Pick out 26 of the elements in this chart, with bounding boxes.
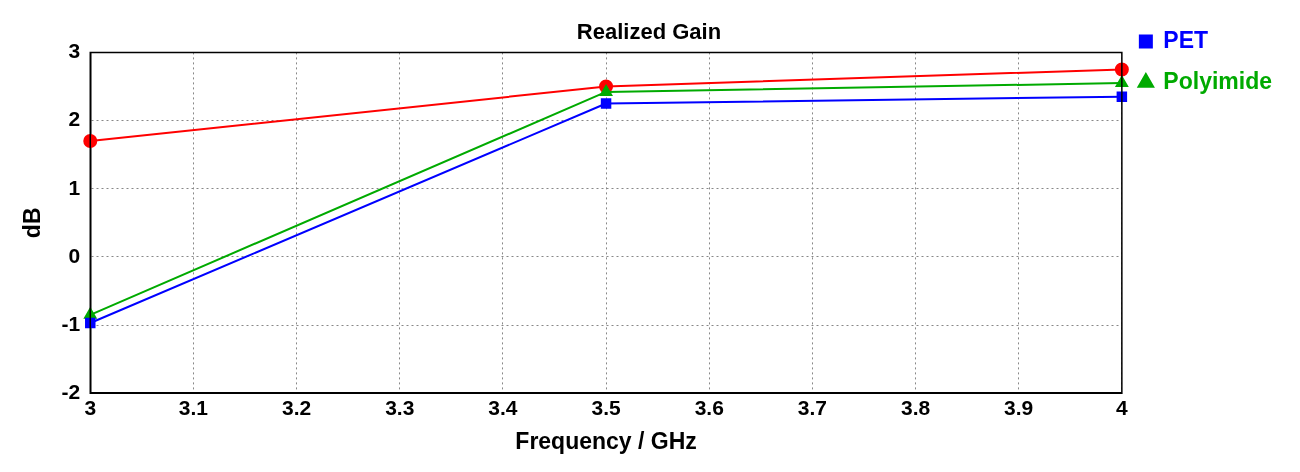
x-tick-label: 4 [1116, 395, 1129, 419]
y-tick-label: 1 [68, 175, 81, 199]
point [83, 134, 98, 149]
y-tick-label: 2 [68, 107, 81, 131]
x-tick-label: 3.1 [178, 395, 209, 419]
x-tick-label: 3.3 [385, 395, 415, 419]
point [85, 317, 96, 329]
chart-title: Realized Gain [576, 19, 722, 45]
point [599, 84, 613, 96]
x-tick-label: 3.7 [797, 395, 827, 419]
x-tick-label: 3.5 [591, 395, 621, 419]
x-tick-label: 3.9 [1004, 395, 1034, 419]
legend-label: Polyimide [1163, 67, 1273, 94]
x-axis-title: Frequency / GHz [515, 427, 697, 454]
x-tick-label: 3.6 [694, 395, 724, 419]
x-tick-label: 3.4 [488, 395, 518, 419]
y-tick-label: -2 [61, 380, 81, 403]
x-tick-label: 3.8 [900, 395, 931, 419]
y-tick-label: 0 [68, 243, 81, 267]
y-tick-label: 3 [68, 39, 81, 63]
y-axis-title: dB [19, 207, 46, 239]
legend-label: PET [1163, 26, 1209, 53]
x-tick-label: 3.2 [281, 395, 312, 419]
point [600, 98, 612, 109]
x-tick-label: 3 [84, 395, 97, 419]
y-tick-label: -1 [61, 311, 81, 335]
